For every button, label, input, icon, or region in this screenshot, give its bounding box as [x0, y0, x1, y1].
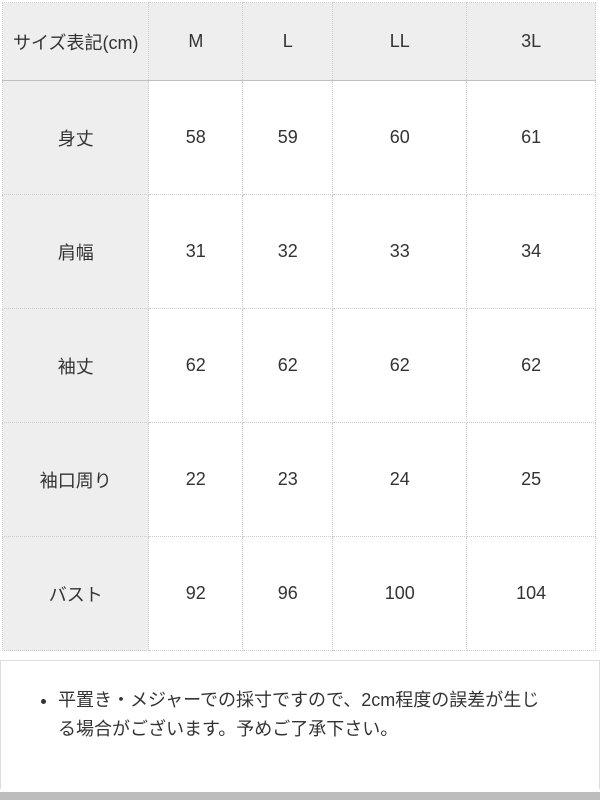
size-table: サイズ表記(cm) M L LL 3L 身丈 58 59 60 61 肩幅 31	[1, 2, 596, 651]
cell-shoulder-width-l: 32	[242, 194, 334, 309]
size-table-header-3l: 3L	[466, 2, 596, 81]
cell-shoulder-width-m: 31	[148, 194, 244, 309]
table-row-cuff-circumference: 袖口周り 22 23 24 25	[1, 422, 596, 537]
cell-cuff-circumference-l: 23	[242, 422, 334, 537]
cell-sleeve-length-m: 62	[148, 308, 244, 423]
cell-sleeve-length-ll: 62	[332, 308, 468, 423]
cell-bust-l: 96	[242, 536, 334, 651]
row-label-cuff-circumference: 袖口周り	[1, 422, 150, 537]
size-table-container: サイズ表記(cm) M L LL 3L 身丈 58 59 60 61 肩幅 31	[1, 2, 596, 651]
cell-shoulder-width-3l: 34	[466, 194, 596, 309]
cell-cuff-circumference-ll: 24	[332, 422, 468, 537]
table-row-body-length: 身丈 58 59 60 61	[1, 80, 596, 195]
cell-body-length-m: 58	[148, 80, 244, 195]
row-label-bust: バスト	[1, 536, 150, 651]
cell-cuff-circumference-m: 22	[148, 422, 244, 537]
cell-bust-ll: 100	[332, 536, 468, 651]
size-table-header-l: L	[242, 2, 334, 81]
cell-cuff-circumference-3l: 25	[466, 422, 596, 537]
cell-body-length-l: 59	[242, 80, 334, 195]
cell-body-length-ll: 60	[332, 80, 468, 195]
cell-bust-m: 92	[148, 536, 244, 651]
measurement-note-list: 平置き・メジャーでの採寸ですので、2cm程度の誤差が生じる場合がございます。予め…	[1, 661, 599, 744]
row-label-sleeve-length: 袖丈	[1, 308, 150, 423]
cell-sleeve-length-l: 62	[242, 308, 334, 423]
size-table-header-row: サイズ表記(cm) M L LL 3L	[1, 2, 596, 81]
bottom-divider-bar	[0, 792, 600, 800]
cell-bust-3l: 104	[466, 536, 596, 651]
row-label-shoulder-width: 肩幅	[1, 194, 150, 309]
size-table-header-label: サイズ表記(cm)	[1, 2, 150, 81]
cell-body-length-3l: 61	[466, 80, 596, 195]
table-row-sleeve-length: 袖丈 62 62 62 62	[1, 308, 596, 423]
size-table-header-ll: LL	[332, 2, 468, 81]
row-label-body-length: 身丈	[1, 80, 150, 195]
table-row-bust: バスト 92 96 100 104	[1, 536, 596, 651]
measurement-note-box: 平置き・メジャーでの採寸ですので、2cm程度の誤差が生じる場合がございます。予め…	[0, 660, 600, 789]
cell-sleeve-length-3l: 62	[466, 308, 596, 423]
size-table-header-m: M	[148, 2, 244, 81]
measurement-note-text: 平置き・メジャーでの採寸ですので、2cm程度の誤差が生じる場合がございます。予め…	[58, 686, 549, 744]
table-row-shoulder-width: 肩幅 31 32 33 34	[1, 194, 596, 309]
cell-shoulder-width-ll: 33	[332, 194, 468, 309]
